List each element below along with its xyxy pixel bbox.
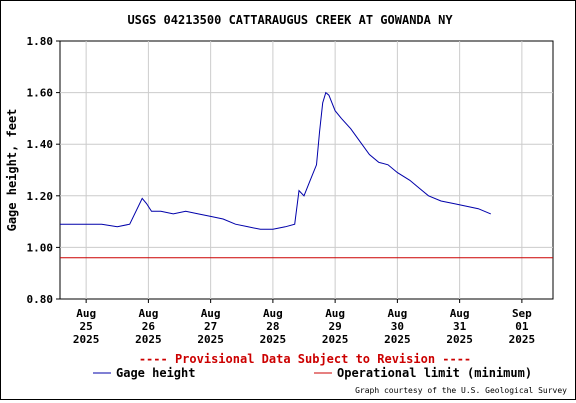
legend-label-operational-limit: Operational limit (minimum) (337, 366, 532, 380)
x-tick-label: Aug (387, 307, 407, 320)
x-tick-label: Aug (325, 307, 345, 320)
legend-label-gage-height: Gage height (116, 366, 195, 380)
x-tick-label: 31 (453, 320, 467, 333)
x-tick-label: 28 (266, 320, 279, 333)
y-tick-label: 0.80 (27, 293, 54, 306)
y-tick-label: 1.60 (27, 87, 54, 100)
y-tick-label: 1.80 (27, 35, 54, 48)
x-tick-label: 26 (142, 320, 156, 333)
plot-area (59, 40, 554, 300)
series-lines (60, 91, 553, 259)
x-tick-label: Aug (138, 307, 158, 320)
series-line-gage-height (60, 91, 491, 230)
x-tick-label: Aug (201, 307, 221, 320)
grid-lines (60, 41, 553, 299)
y-tick-label: 1.40 (27, 138, 54, 151)
x-tick-label: 30 (391, 320, 404, 333)
x-tick-label: 2025 (446, 333, 473, 346)
x-tick-label: 01 (515, 320, 529, 333)
x-tick-label: 2025 (197, 333, 224, 346)
x-tick-label: 2025 (135, 333, 162, 346)
y-axis-label: Gage height, feet (5, 109, 19, 232)
x-tick-label: 2025 (73, 333, 100, 346)
y-tick-label: 1.20 (27, 190, 54, 203)
x-tick-label: Aug (76, 307, 96, 320)
x-tick-label: Aug (263, 307, 283, 320)
y-axis-ticks: 0.80 1.00 1.20 1.40 1.60 1.80 (27, 35, 60, 306)
x-tick-label: 29 (329, 320, 342, 333)
x-tick-label: Sep (512, 307, 532, 320)
x-tick-label: Aug (450, 307, 470, 320)
chart-title: USGS 04213500 CATTARAUGUS CREEK AT GOWAN… (127, 13, 453, 27)
credit-text: Graph courtesy of the U.S. Geological Su… (355, 386, 567, 395)
x-tick-label: 2025 (260, 333, 287, 346)
x-tick-label: 2025 (384, 333, 411, 346)
provisional-note: ---- Provisional Data Subject to Revisio… (139, 352, 471, 366)
x-tick-label: 25 (80, 320, 93, 333)
y-tick-label: 1.00 (27, 241, 54, 254)
x-axis-ticks: Aug252025Aug262025Aug272025Aug282025Aug2… (73, 299, 535, 346)
x-tick-label: 2025 (322, 333, 349, 346)
x-tick-label: 2025 (509, 333, 536, 346)
x-tick-label: 27 (204, 320, 217, 333)
